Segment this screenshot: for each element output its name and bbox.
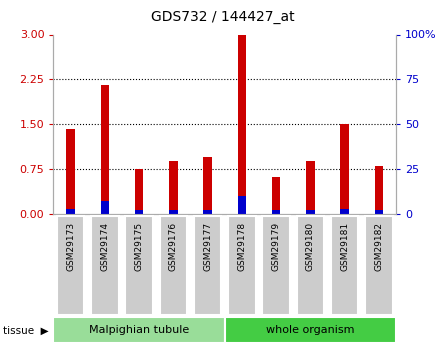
Text: GSM29175: GSM29175 [134, 222, 144, 271]
FancyBboxPatch shape [194, 216, 221, 315]
Bar [66, 129, 75, 214]
Text: GSM29179: GSM29179 [271, 222, 281, 271]
Bar [66, 208, 75, 214]
FancyBboxPatch shape [160, 216, 187, 315]
Bar [169, 161, 178, 214]
Bar [306, 161, 315, 214]
Bar [272, 210, 280, 214]
FancyBboxPatch shape [91, 216, 118, 315]
Bar [203, 157, 212, 214]
Text: GSM29180: GSM29180 [306, 222, 315, 271]
FancyBboxPatch shape [331, 216, 358, 315]
Text: GSM29178: GSM29178 [237, 222, 247, 271]
Text: GSM29176: GSM29176 [169, 222, 178, 271]
FancyBboxPatch shape [297, 216, 324, 315]
FancyBboxPatch shape [225, 317, 396, 343]
FancyBboxPatch shape [53, 317, 225, 343]
Text: Malpighian tubule: Malpighian tubule [89, 325, 189, 335]
FancyBboxPatch shape [57, 216, 84, 315]
Text: GSM29173: GSM29173 [66, 222, 75, 271]
Bar [135, 210, 143, 214]
Bar [306, 210, 315, 214]
Bar [272, 177, 280, 214]
Bar [101, 85, 109, 214]
Bar [101, 201, 109, 214]
Bar [135, 169, 143, 214]
Bar [238, 196, 246, 214]
Text: GDS732 / 144427_at: GDS732 / 144427_at [151, 10, 294, 24]
Bar [340, 208, 349, 214]
Text: GSM29177: GSM29177 [203, 222, 212, 271]
FancyBboxPatch shape [125, 216, 153, 315]
Bar [340, 124, 349, 214]
Text: tissue  ▶: tissue ▶ [3, 325, 49, 335]
Text: whole organism: whole organism [266, 325, 355, 335]
Text: GSM29174: GSM29174 [100, 222, 109, 271]
Bar [375, 166, 383, 214]
Text: GSM29181: GSM29181 [340, 222, 349, 271]
FancyBboxPatch shape [228, 216, 255, 315]
Bar [169, 210, 178, 214]
Bar [375, 210, 383, 214]
FancyBboxPatch shape [263, 216, 290, 315]
Bar [238, 34, 246, 214]
FancyBboxPatch shape [365, 216, 392, 315]
Bar [203, 210, 212, 214]
Text: GSM29182: GSM29182 [374, 222, 384, 271]
